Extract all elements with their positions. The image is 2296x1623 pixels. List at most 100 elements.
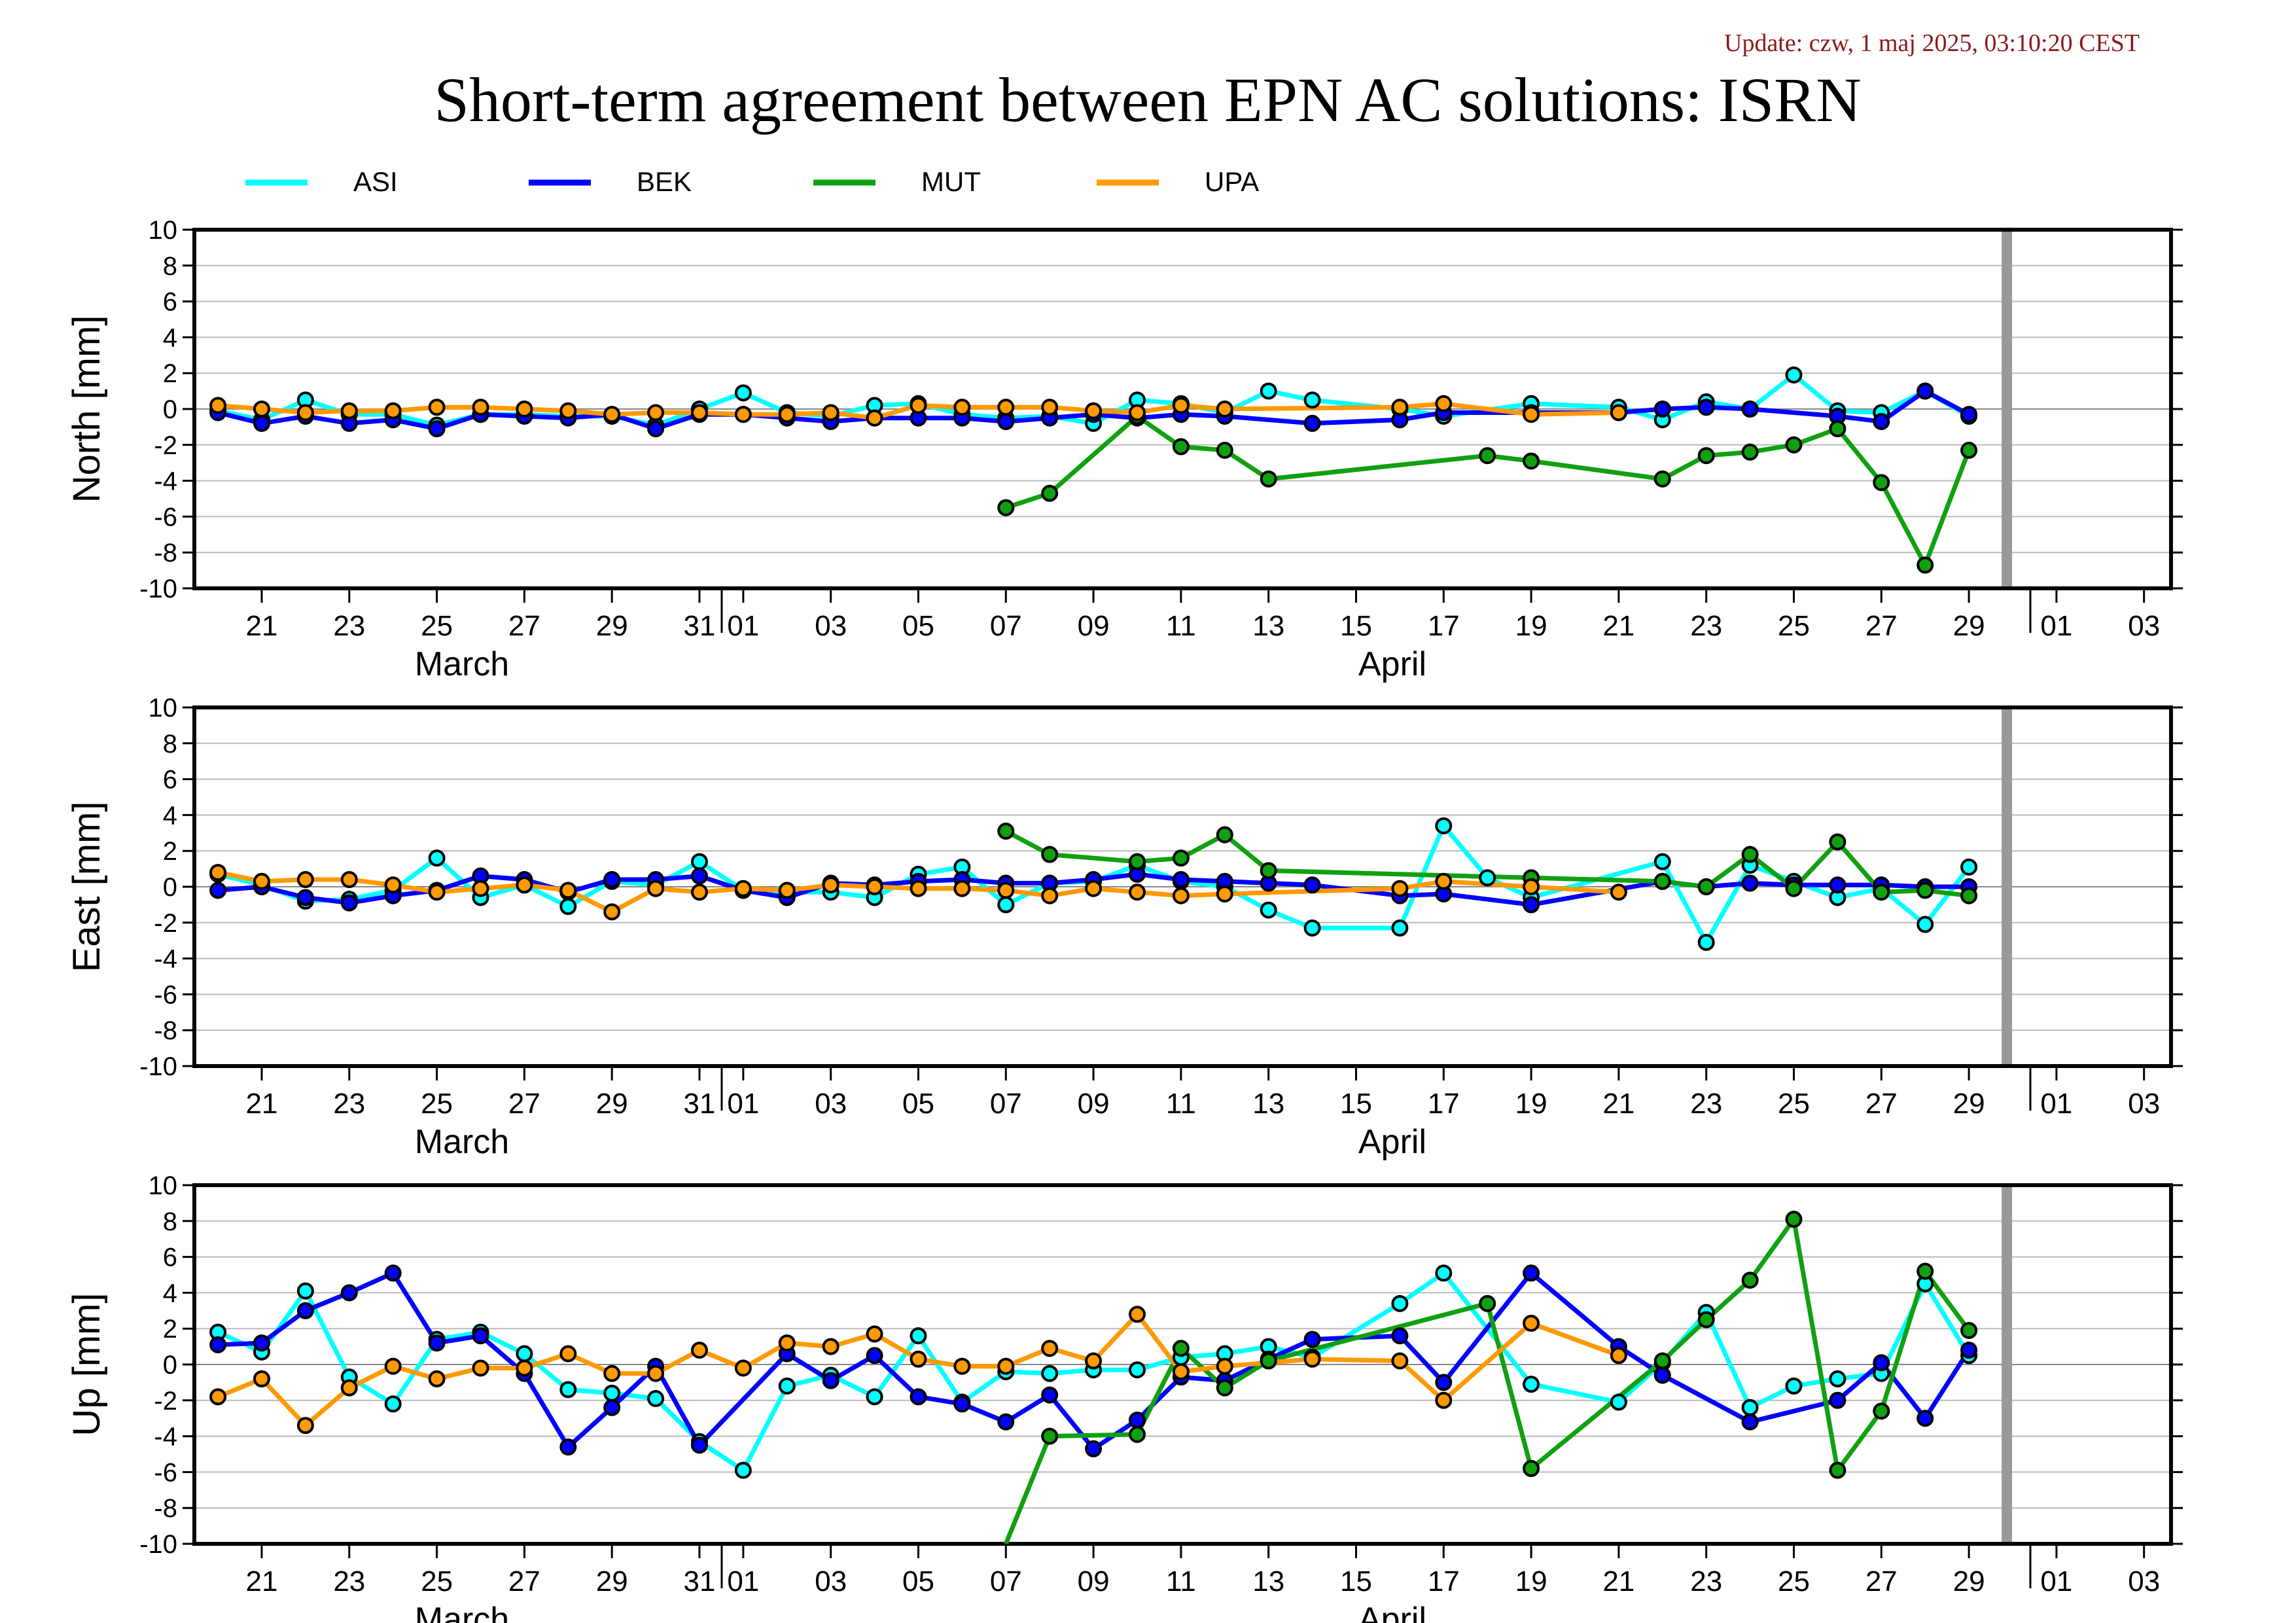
data-point-upa (1435, 395, 1453, 412)
x-tick-label: 17 (1428, 1088, 1460, 1120)
month-label: March (415, 1601, 509, 1623)
data-point-bek (691, 1436, 708, 1454)
x-tick-label: 23 (1690, 610, 1722, 642)
data-point-bek (1916, 382, 1934, 400)
data-point-upa (1129, 883, 1146, 901)
data-point-mut (1741, 846, 1759, 863)
x-tick-label: 03 (2128, 1088, 2160, 1120)
y-tick-label: -10 (139, 575, 177, 603)
data-point-upa (822, 404, 839, 421)
x-tick-label: 03 (2128, 610, 2160, 642)
x-tick-label: 09 (1078, 1565, 1110, 1597)
data-point-upa (428, 399, 446, 416)
x-tick-label: 21 (1602, 1565, 1634, 1597)
month-label: March (415, 645, 509, 683)
data-point-upa (734, 406, 752, 423)
legend-label-bek: BEK (637, 166, 692, 197)
data-point-upa (997, 1357, 1015, 1375)
data-point-bek (253, 414, 270, 432)
y-tick-label: -2 (154, 1387, 177, 1416)
data-point-mut (1741, 443, 1759, 461)
data-point-upa (647, 1364, 665, 1382)
data-point-mut (1829, 833, 1846, 851)
data-point-mut (1523, 1459, 1540, 1477)
x-tick-label: 23 (333, 1088, 365, 1120)
x-tick-label: 09 (1078, 610, 1110, 642)
x-tick-label: 03 (2128, 1565, 2160, 1597)
y-tick-label: -4 (154, 1423, 177, 1452)
data-point-upa (734, 880, 752, 897)
y-tick-label: 10 (149, 694, 178, 722)
y-tick-label: -4 (154, 467, 177, 496)
data-point-upa (1303, 1350, 1321, 1368)
data-point-upa (997, 882, 1015, 899)
data-point-mut (1260, 862, 1277, 880)
x-tick-label: 21 (1602, 610, 1634, 642)
data-point-upa (209, 397, 227, 414)
x-tick-label: 31 (684, 1088, 716, 1120)
data-point-upa (253, 1370, 270, 1387)
data-point-upa (997, 399, 1015, 416)
data-point-bek (428, 420, 446, 438)
y-tick-label: 0 (163, 1351, 177, 1380)
data-point-asi (1435, 817, 1453, 834)
data-point-upa (1216, 885, 1233, 902)
data-point-upa (1129, 1306, 1146, 1323)
data-point-upa (1435, 1391, 1453, 1409)
y-tick-label: 8 (163, 730, 177, 758)
data-point-upa (822, 1338, 839, 1355)
y-tick-label: 8 (163, 1207, 177, 1236)
data-point-asi (1260, 382, 1277, 400)
data-point-upa (1085, 1352, 1103, 1370)
x-tick-label: 23 (1690, 1088, 1722, 1120)
x-tick-label: 27 (508, 1088, 540, 1120)
panel-2: 10 8 6 4 2 0 -2 -4 -6 -8 -10 East [mm] 21 23 25 27 29 31 0… (65, 694, 2183, 1161)
data-point-bek (1653, 401, 1671, 418)
data-point-bek (1435, 1374, 1453, 1391)
x-tick-label: 27 (1865, 610, 1898, 642)
x-tick-label: 01 (727, 610, 759, 642)
data-point-asi (1391, 1294, 1409, 1312)
x-tick-label: 05 (902, 610, 934, 642)
data-point-upa (1435, 872, 1453, 890)
data-point-bek (1129, 1411, 1146, 1429)
data-point-bek (603, 1399, 621, 1416)
data-point-upa (734, 1359, 752, 1377)
x-tick-label: 31 (684, 610, 716, 642)
data-point-mut (1829, 420, 1846, 438)
x-tick-label: 11 (1166, 610, 1196, 642)
data-point-bek (1303, 1330, 1321, 1348)
data-point-upa (910, 397, 927, 414)
data-point-upa (472, 1359, 489, 1377)
x-tick-label: 29 (596, 610, 628, 642)
legend: ASI BEK MUT UPA (245, 166, 1259, 197)
data-point-asi (559, 898, 577, 916)
data-point-bek (1829, 876, 1846, 894)
data-point-mut (1041, 1427, 1059, 1445)
x-tick-label: 15 (1340, 1088, 1372, 1120)
data-point-mut (1260, 1352, 1277, 1370)
data-point-mut (1785, 436, 1803, 454)
data-point-bek (296, 889, 314, 906)
data-point-bek (603, 871, 621, 889)
data-point-upa (428, 1370, 446, 1387)
x-tick-label: 15 (1340, 1565, 1372, 1597)
plot-frame (192, 1183, 2173, 1546)
data-point-mut (1653, 470, 1671, 488)
data-point-upa (428, 883, 446, 901)
data-point-upa (209, 864, 227, 882)
data-point-upa (1085, 402, 1103, 419)
data-point-bek (296, 1302, 314, 1319)
data-point-asi (1303, 391, 1321, 409)
data-point-asi (1653, 853, 1671, 870)
data-point-mut (1129, 1425, 1146, 1443)
y-tick-label: -8 (154, 1494, 177, 1523)
data-point-upa (1610, 404, 1627, 421)
data-point-mut (1873, 883, 1890, 901)
data-point-mut (1960, 1321, 1978, 1339)
data-point-upa (516, 1359, 533, 1377)
data-point-asi (1391, 919, 1409, 937)
x-tick-label: 07 (990, 1088, 1022, 1120)
x-tick-label: 23 (333, 610, 365, 642)
data-point-mut (1741, 1272, 1759, 1289)
